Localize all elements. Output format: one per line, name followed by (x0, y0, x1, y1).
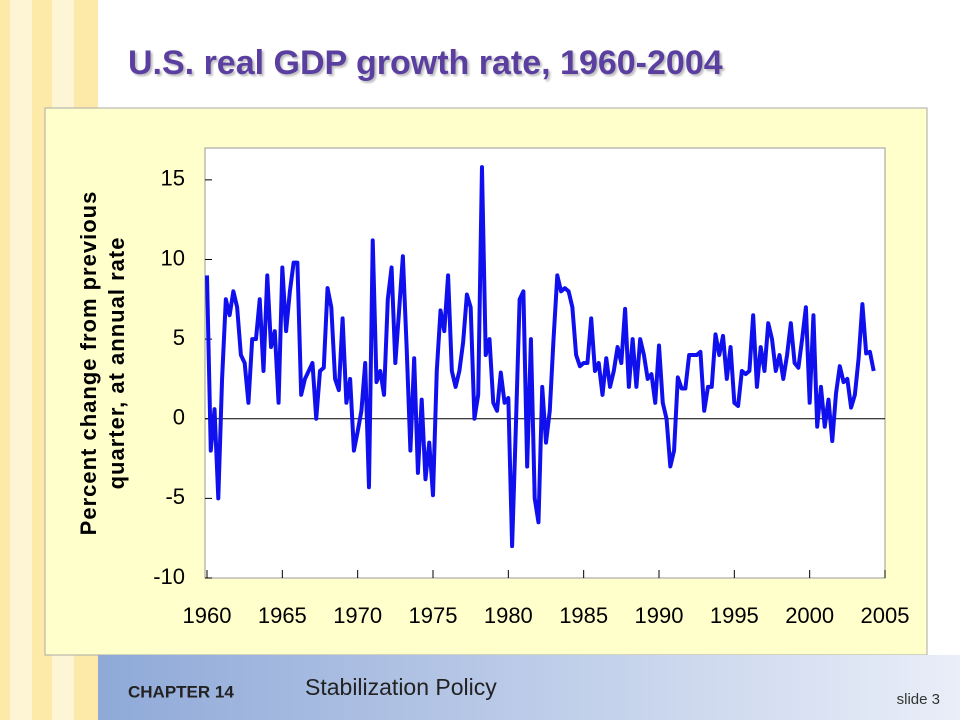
x-tick-label: 1965 (258, 603, 307, 628)
y-label: Percent change from previous quarter, at… (76, 191, 129, 536)
x-tick-label: 1990 (635, 603, 684, 628)
x-tick-label: 1960 (183, 603, 232, 628)
slide-number: slide 3 (897, 691, 940, 708)
x-tick-label: 1980 (484, 603, 533, 628)
y-tick-label: 5 (173, 325, 185, 350)
y-tick-label: -5 (165, 484, 185, 509)
y-tick-label: -10 (153, 564, 185, 589)
y-tick-label: 10 (161, 245, 185, 270)
y-label-line: quarter, at annual rate (104, 237, 129, 490)
slide-title: U.S. real GDP growth rate, 1960-2004 (128, 44, 723, 82)
chapter-title: Stabilization Policy (305, 674, 497, 700)
x-tick-label: 2005 (861, 603, 910, 628)
plot-area (204, 147, 886, 579)
y-tick-label: 0 (173, 405, 185, 430)
y-label-line: Percent change from previous (76, 191, 101, 536)
x-tick-label: 1985 (559, 603, 608, 628)
gdp-line (205, 165, 876, 549)
chapter: CHAPTER 14 (128, 682, 234, 701)
x-tick-label: 1975 (409, 603, 458, 628)
x-tick-label: 2000 (785, 603, 834, 628)
y-tick-label: 15 (161, 166, 185, 191)
x-tick-label: 1995 (710, 603, 759, 628)
footer (98, 655, 960, 720)
x-tick-label: 1970 (333, 603, 382, 628)
